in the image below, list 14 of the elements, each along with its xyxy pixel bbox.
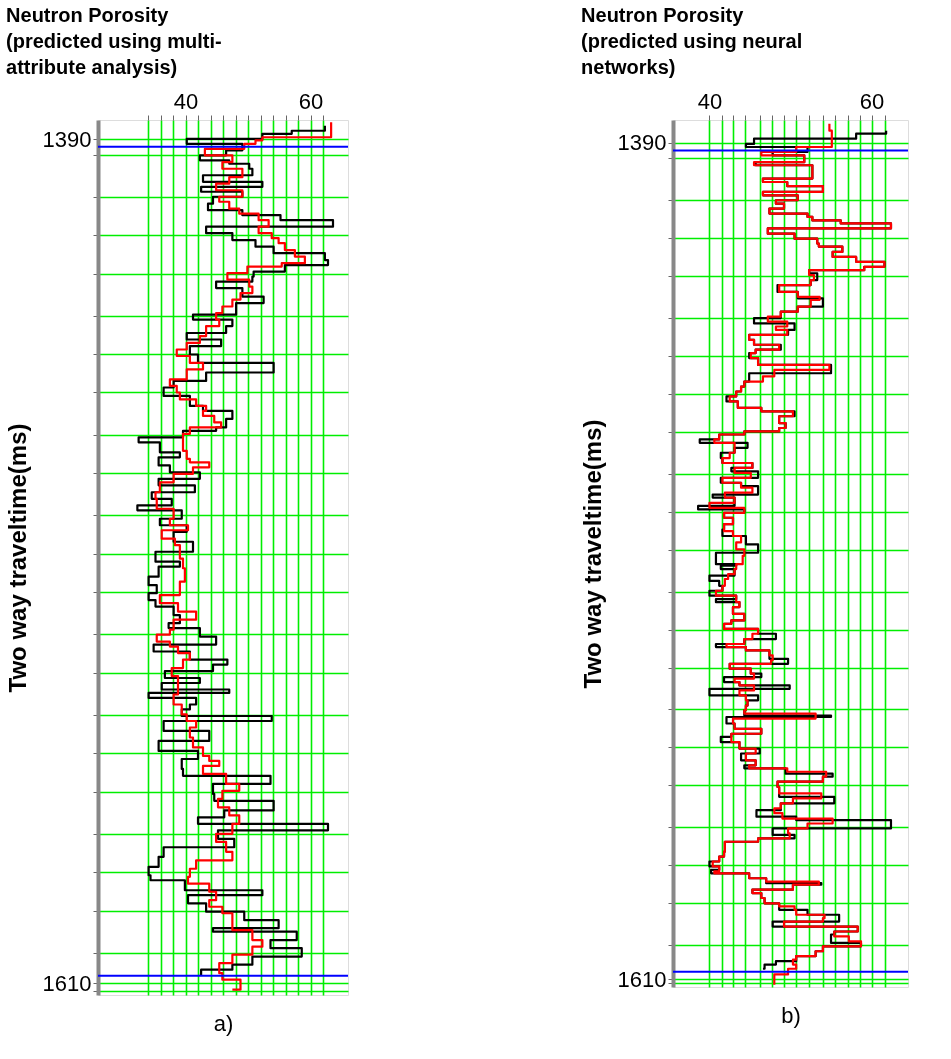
y-tick-label: 1610 <box>42 970 92 996</box>
x-tick-label: 60 <box>298 88 324 114</box>
x-tick-label: 60 <box>859 88 885 114</box>
chart-title: Neutron Porosity (predicted using multi- attribute analysis) <box>6 4 222 78</box>
y-axis-title: Two way traveltime(ms) <box>3 423 31 693</box>
chart-title: Neutron Porosity (predicted using neural networks) <box>581 4 803 78</box>
y-tick-label: 1390 <box>617 130 667 156</box>
x-axis-title: b) <box>781 1002 801 1028</box>
y-axis-title: Two way traveltime(ms) <box>578 419 606 689</box>
x-axis-title: a) <box>213 1010 234 1036</box>
x-tick-label: 40 <box>173 88 199 114</box>
y-tick-label: 1610 <box>617 966 667 992</box>
y-tick-label: 1390 <box>42 126 92 152</box>
x-tick-label: 40 <box>697 88 723 114</box>
